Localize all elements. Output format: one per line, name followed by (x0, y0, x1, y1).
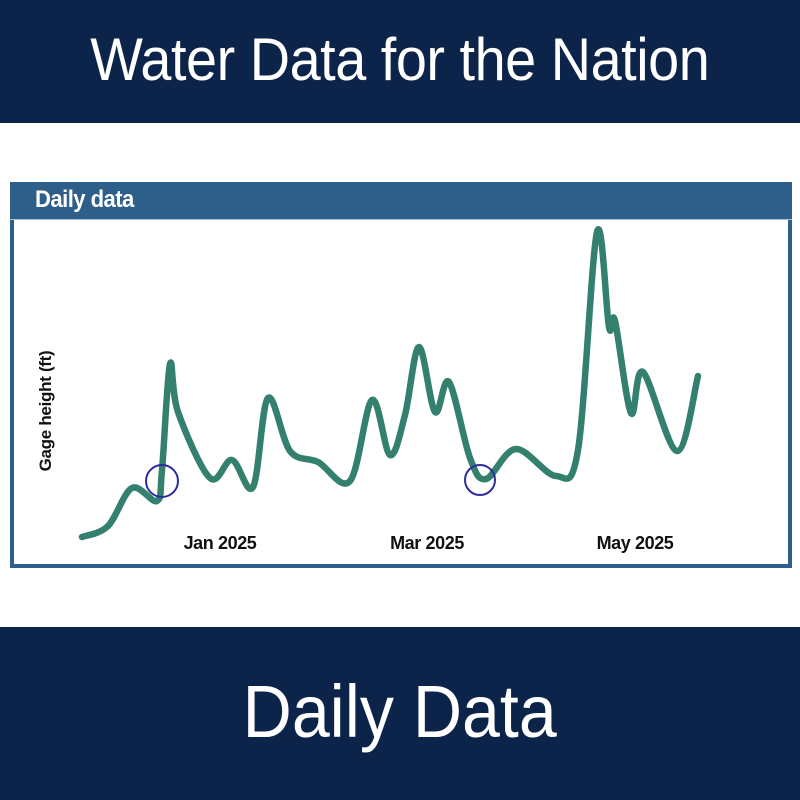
panel-title: Daily data (35, 186, 134, 213)
panel-header: Daily data (10, 182, 792, 220)
footer-title: Daily Data (242, 670, 558, 753)
bottom-banner: Daily Data (0, 627, 800, 800)
x-tick-label-may: May 2025 (596, 533, 674, 553)
site-title: Water Data for the Nation (90, 26, 710, 93)
daily-data-panel: Daily data (10, 182, 792, 568)
top-banner: Water Data for the Nation (0, 0, 800, 123)
x-tick-label-mar: Mar 2025 (390, 533, 464, 553)
x-tick-label-jan: Jan 2025 (183, 533, 257, 553)
y-axis-label: Gage height (ft) (36, 350, 55, 472)
